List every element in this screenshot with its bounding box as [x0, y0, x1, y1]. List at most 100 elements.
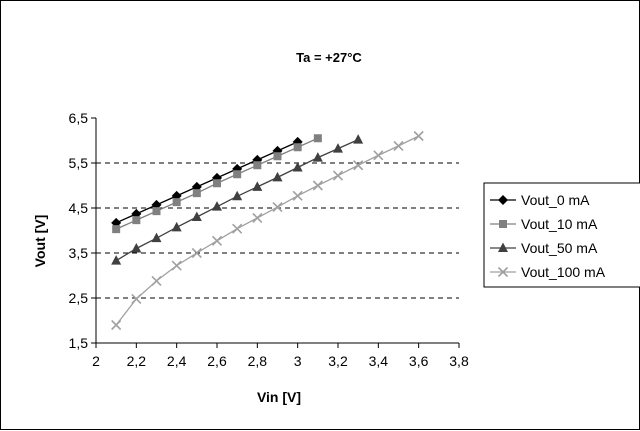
data-point — [333, 143, 343, 153]
legend-marker — [499, 220, 507, 228]
chart-title: Ta = +27°C — [296, 50, 362, 65]
y-tick-label: 3,5 — [69, 245, 89, 261]
legend-entry: Vout_50 mA — [490, 240, 598, 256]
x-tick-label: 3,8 — [449, 353, 469, 369]
data-point — [413, 130, 424, 142]
series-2 — [112, 134, 322, 234]
legend-entry: Vout_100 mA — [490, 264, 606, 280]
x-tick-label: 3,6 — [409, 353, 429, 369]
legend-marker — [497, 266, 509, 278]
data-point — [252, 181, 263, 191]
point-stroke — [151, 275, 162, 286]
x-tick-label: 2 — [92, 353, 100, 369]
data-point — [252, 212, 263, 223]
series-3 — [111, 134, 364, 265]
point-stroke — [413, 130, 424, 142]
data-point — [152, 207, 161, 216]
data-point — [132, 216, 141, 225]
point-stroke — [272, 202, 283, 213]
data-point — [212, 201, 222, 211]
point-stroke — [232, 223, 243, 234]
data-point — [293, 143, 302, 152]
data-point — [332, 170, 344, 181]
y-tick-label: 1,5 — [69, 335, 89, 351]
data-point — [353, 160, 364, 171]
y-tick-label: 4,5 — [69, 200, 89, 216]
data-point — [393, 140, 404, 151]
point-stroke — [131, 293, 142, 304]
data-point — [151, 275, 162, 286]
x-tick-label: 2,6 — [207, 353, 227, 369]
point-stroke — [171, 260, 182, 271]
point-stroke — [252, 212, 263, 223]
point-stroke — [292, 190, 303, 201]
series-4 — [111, 130, 424, 331]
data-point — [111, 255, 122, 265]
y-tick-label: 2,5 — [69, 290, 89, 306]
data-point — [312, 152, 323, 162]
legend-label: Vout_50 mA — [521, 240, 598, 256]
data-point — [272, 171, 283, 182]
series-layer — [111, 130, 424, 331]
data-point — [373, 150, 384, 161]
x-tick-label: 2,2 — [127, 353, 147, 369]
x-tick-label: 3,4 — [369, 353, 389, 369]
data-point — [131, 243, 142, 253]
legend-label: Vout_0 mA — [521, 192, 590, 208]
series-1 — [111, 136, 303, 228]
series-line — [115, 141, 298, 224]
data-point — [211, 235, 223, 246]
point-stroke — [373, 150, 384, 161]
legend-label: Vout_10 mA — [521, 216, 598, 232]
data-point — [191, 247, 202, 259]
legend: Vout_0 mA Vout_10 mA Vout_50 mA Vout_100 mA — [483, 182, 640, 288]
point-stroke — [332, 170, 344, 181]
data-point — [171, 221, 182, 232]
gridlines — [96, 162, 459, 299]
data-point — [232, 223, 243, 234]
data-point — [192, 189, 201, 198]
axes — [91, 117, 460, 348]
legend-marker — [498, 195, 508, 205]
data-point — [273, 152, 282, 161]
y-axis-title: Vout [V] — [32, 215, 48, 268]
data-point — [272, 202, 283, 213]
data-point — [253, 161, 262, 170]
data-point — [312, 180, 323, 191]
data-point — [292, 190, 303, 201]
x-tick-label: 2,4 — [167, 353, 187, 369]
point-stroke — [191, 247, 202, 259]
legend-entry: Vout_0 mA — [490, 192, 590, 208]
legend-entry: Vout_10 mA — [490, 216, 598, 232]
data-point — [233, 170, 242, 179]
y-tick-label: 6,5 — [69, 110, 89, 126]
data-point — [353, 134, 364, 144]
x-axis-title: Vin [V] — [257, 389, 301, 405]
legend-marker — [498, 242, 508, 252]
y-tick-label: 5,5 — [69, 155, 89, 171]
data-point — [292, 162, 303, 172]
data-point — [172, 198, 181, 207]
data-point — [232, 190, 243, 201]
data-point — [313, 134, 322, 143]
x-tick-label: 2,8 — [248, 353, 268, 369]
point-stroke — [211, 235, 223, 246]
tick-labels: 1,5 2,5 3,5 4,5 5,5 6,5 2 2,2 2,4 2,6 2,8 3 3,2 3,4 3,… — [69, 110, 469, 369]
x-tick-label: 3,2 — [328, 353, 348, 369]
data-point — [213, 179, 221, 188]
x-tick-label: 3 — [294, 353, 302, 369]
point-stroke — [497, 266, 509, 278]
data-point — [151, 232, 162, 243]
point-stroke — [111, 319, 122, 331]
data-point — [191, 211, 202, 221]
data-point — [131, 293, 142, 304]
data-point — [171, 260, 182, 271]
data-point — [112, 225, 121, 234]
point-stroke — [353, 160, 364, 171]
legend-label: Vout_100 mA — [521, 264, 606, 280]
data-point — [111, 319, 122, 331]
point-stroke — [312, 180, 323, 191]
series-line — [115, 135, 419, 326]
